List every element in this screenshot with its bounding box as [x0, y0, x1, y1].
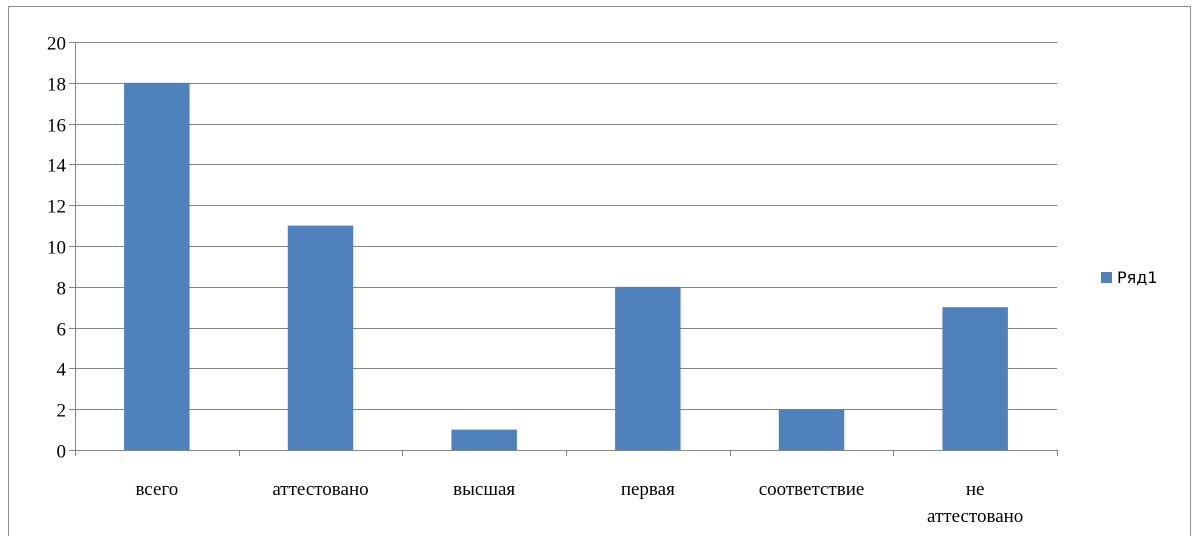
x-tick-label: всего: [135, 479, 178, 500]
legend-label: Ряд1: [1117, 268, 1158, 287]
bar-2: [288, 226, 353, 450]
axes: [69, 42, 1058, 456]
y-tick-label: 4: [57, 360, 67, 381]
y-tick-label: 12: [47, 197, 66, 218]
x-tick-label: первая: [621, 479, 675, 500]
y-tick-label: 20: [47, 34, 66, 55]
bar-5: [779, 409, 844, 450]
y-tick-label: 6: [57, 320, 67, 341]
bar-3: [451, 430, 516, 450]
x-tick-label: аттестовано: [927, 506, 1023, 527]
y-tick-label: 10: [47, 238, 66, 259]
x-tick-label: высшая: [453, 479, 515, 500]
x-tick-labels: всего аттестовано высшая первая соответствие…: [135, 479, 1023, 527]
bar-1: [124, 83, 189, 450]
x-tick-label: соответствие: [759, 479, 865, 500]
y-tick-label: 8: [57, 279, 67, 300]
y-tick-label: 0: [57, 442, 67, 463]
y-tick-label: 16: [47, 116, 66, 137]
x-tick-label: не: [966, 479, 985, 500]
x-tick-label: аттестовано: [272, 479, 368, 500]
y-tick-label: 2: [57, 401, 67, 422]
y-tick-label: 14: [47, 156, 67, 177]
y-tick-label: 18: [47, 75, 66, 96]
y-tick-labels: 0 2 4 6 8 10 12 14 16 18 20: [47, 34, 67, 463]
bars: [124, 83, 1008, 450]
bar-4: [615, 287, 680, 450]
gridlines: [75, 43, 1057, 410]
legend: Ряд1: [1101, 268, 1158, 287]
legend-swatch: [1101, 272, 1112, 283]
bar-6: [942, 307, 1007, 450]
